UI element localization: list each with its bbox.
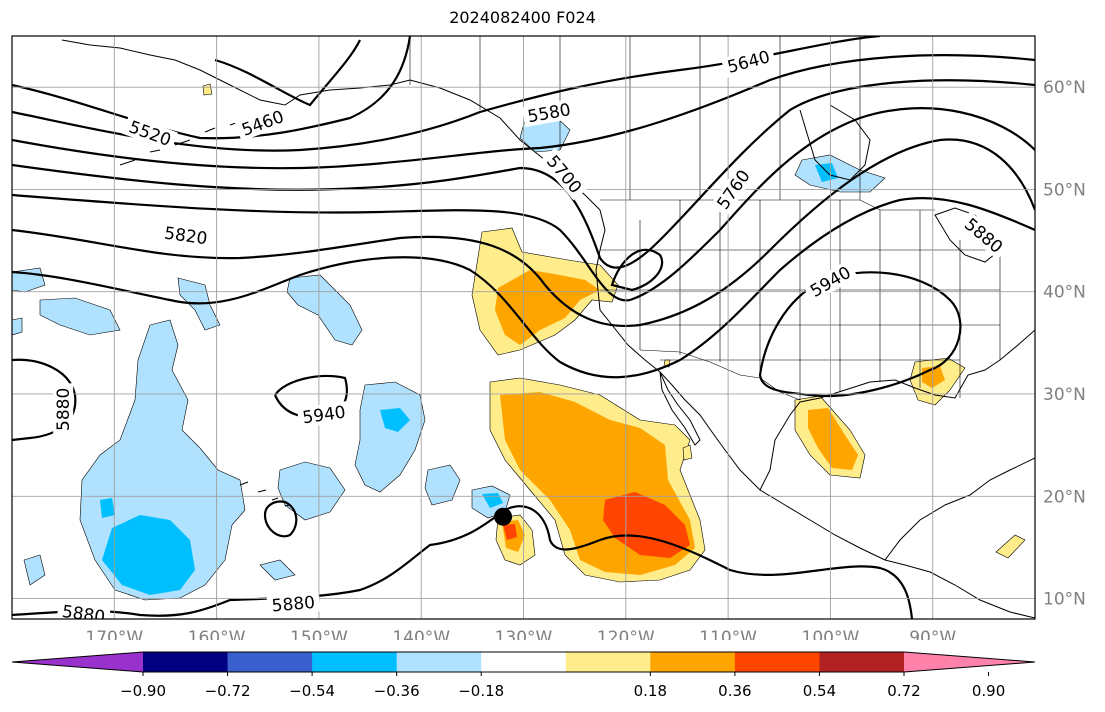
colorbar-segment: [650, 652, 736, 672]
north-america-west-coast: [595, 209, 1035, 619]
colorbar-tick-label: −0.72: [205, 682, 251, 700]
colorbar-segment: [143, 652, 229, 672]
aleutian-islands: [119, 119, 246, 166]
contour-label-gap: [53, 383, 74, 436]
lon-tick-label: 170°W: [85, 628, 143, 640]
contour-label-gap: [802, 259, 858, 304]
colorbar-segment: [312, 652, 398, 672]
contour-5820: [12, 138, 1035, 327]
colorbar-tick-label: −0.36: [374, 682, 420, 700]
colorbar-tick-label: −0.54: [289, 682, 335, 700]
gridlines: [12, 36, 1035, 619]
yucatan-coast: [884, 457, 1035, 561]
colorbar-segment: [734, 652, 820, 672]
map-title: 2024082400 F024: [449, 8, 596, 27]
contour-label-gap: [296, 400, 352, 428]
strong-positive-core: [603, 492, 690, 558]
colorbar: −0.90 −0.72 −0.54 −0.36 −0.18 0.18 0.36 0.54 0.7…: [11, 651, 1036, 700]
contour-5520: [12, 36, 412, 140]
colorbar-tick-label: −0.18: [458, 682, 504, 700]
contour-label-gap: [56, 600, 111, 619]
lat-tick-label: 30°N: [1043, 385, 1086, 405]
contour-label-gap: [158, 221, 214, 249]
colorbar-segment: [481, 652, 567, 672]
anomaly-shading: [12, 83, 1026, 601]
contour-label: 5880: [271, 593, 316, 617]
colorbar-segment: [396, 652, 482, 672]
contour-5880-west: [12, 358, 77, 442]
contour-label-gap: [521, 98, 577, 128]
colorbar-segment: [565, 652, 651, 672]
alaska-coast: [61, 39, 601, 211]
contour-label-gap: [540, 147, 589, 201]
colorbar-tick-label: 0.36: [718, 682, 751, 700]
contour-5880-island: [263, 500, 298, 538]
baja-california: [659, 371, 701, 446]
contour-5940-pacific: [273, 374, 348, 419]
lon-tick-label: 130°W: [495, 628, 553, 640]
contour-5940-ridge: [610, 248, 664, 292]
contour-label-gap: [234, 104, 291, 142]
contour-label: 5880: [54, 388, 74, 431]
contour-5460: [214, 39, 361, 107]
lat-tick-label: 50°N: [1043, 180, 1086, 200]
gulf-of-mexico-coast: [759, 329, 1035, 491]
contour-label-gap: [957, 211, 1011, 260]
lon-tick-label: 90°W: [909, 628, 956, 640]
colorbar-segment: [819, 652, 905, 672]
lon-tick-label: 150°W: [290, 628, 348, 640]
lat-tick-label: 10°N: [1043, 590, 1086, 610]
colorbar-extend-high: [904, 652, 1035, 672]
latitude-tick-labels: 10°N 20°N 30°N 40°N 50°N 60°N: [1043, 78, 1086, 609]
lon-tick-label: 120°W: [597, 628, 655, 640]
lon-tick-label: 100°W: [802, 628, 860, 640]
lat-tick-label: 20°N: [1043, 487, 1086, 507]
colorbar-ticks: −0.90 −0.72 −0.54 −0.36 −0.18 0.18 0.36 0.54 0.7…: [120, 672, 1005, 700]
colorbar-tick-label: 0.54: [803, 682, 836, 700]
negative-core-central-pacific: [102, 515, 195, 595]
contour-5640: [12, 54, 1035, 170]
colorbar-tick-label: −0.90: [120, 682, 166, 700]
hudson-bay: [799, 104, 871, 181]
contour-label-gap: [122, 114, 178, 152]
lon-tick-label: 110°W: [699, 628, 757, 640]
map-frame: [11, 35, 1036, 620]
lat-tick-label: 60°N: [1043, 78, 1086, 98]
contour-label-gap: [710, 162, 757, 217]
colorbar-segment: [227, 652, 313, 672]
contour-label-gap: [266, 591, 321, 616]
colorbar-tick-label: 0.90: [972, 682, 1005, 700]
longitude-tick-labels: 170°W 160°W 150°W 140°W 130°W 120°W 110°W 100°W…: [85, 628, 956, 640]
coastlines: [61, 39, 1035, 619]
contour-label-gap: [720, 45, 777, 78]
lon-tick-label: 140°W: [392, 628, 450, 640]
hawaiian-islands: [239, 481, 291, 507]
canada-province-lines: [479, 36, 861, 200]
colorbar-tick-label: 0.72: [887, 682, 920, 700]
lat-tick-label: 40°N: [1043, 283, 1086, 303]
storm-position-marker: [494, 507, 513, 526]
colorbar-extend-low: [12, 652, 143, 672]
contour-5760: [12, 107, 1035, 302]
height-contours: [12, 36, 1035, 619]
contour-label: 5880: [61, 602, 107, 628]
colorbar-tick-label: 0.18: [634, 682, 667, 700]
colorbar-segments: [11, 651, 1036, 673]
contour-5880-north: [12, 196, 1035, 379]
lon-tick-label: 160°W: [188, 628, 246, 640]
